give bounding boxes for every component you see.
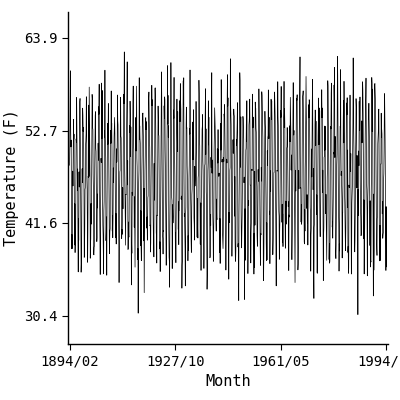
Y-axis label: Temperature (F): Temperature (F) xyxy=(4,110,18,246)
X-axis label: Month: Month xyxy=(205,374,251,389)
